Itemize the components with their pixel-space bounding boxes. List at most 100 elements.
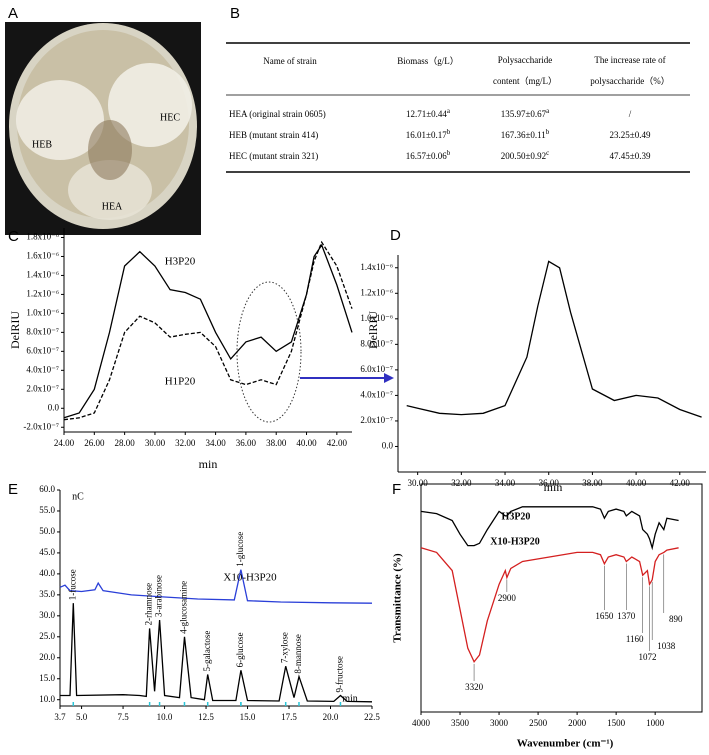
y-tick-label: 2.0x10⁻⁷: [360, 415, 393, 425]
cell-value: 12.71±0.44: [406, 109, 447, 119]
peak-label: 1650: [595, 611, 614, 621]
colony: [108, 63, 192, 147]
y-tick-label: -2.0x10⁻⁷: [23, 421, 59, 431]
cell-value: 167.36±0.11: [501, 130, 546, 140]
peak-label: 2-rhamnose: [144, 583, 154, 626]
y-tick-label: 1.8x10⁻⁶: [26, 232, 59, 242]
series-line: [63, 240, 353, 421]
y-tick-label: 30.0: [39, 610, 55, 620]
x-tick-label: 2000: [568, 718, 587, 728]
y-tick-label: 20.0: [39, 652, 55, 662]
x-tick-label: 15.0: [240, 712, 256, 722]
table-cell: HEB (mutant strain 414): [229, 130, 318, 140]
colony: [68, 160, 152, 220]
series-line: [60, 603, 373, 703]
panel-label: B: [230, 5, 240, 22]
y-tick-label: 1.0x10⁻⁶: [26, 307, 59, 317]
x-tick-label: 28.00: [115, 438, 136, 448]
cell-superscript: c: [546, 149, 549, 157]
panel-label: F: [392, 481, 401, 498]
y-tick-label: 8.0x10⁻⁷: [360, 338, 393, 348]
table-cell: /: [629, 109, 632, 119]
cell-value: 135.97±0.67: [501, 109, 547, 119]
cell-superscript: b: [447, 128, 451, 136]
photo-label: HEA: [102, 201, 123, 212]
peak-label: 8-mannose: [293, 634, 303, 674]
y-tick-label: 4.0x10⁻⁷: [26, 364, 59, 374]
series-line: [420, 506, 679, 551]
series-line: [63, 243, 353, 419]
photo-label: HEC: [160, 112, 180, 123]
series-line: [59, 569, 373, 604]
x-tick-label: 42.00: [670, 478, 691, 488]
y-axis-label: nC: [72, 491, 84, 502]
table-cell: HEA (original strain 0605): [229, 109, 326, 119]
peak-label: 1072: [639, 652, 657, 662]
y-tick-label: 35.0: [39, 589, 55, 599]
y-tick-label: 1.4x10⁻⁶: [26, 270, 59, 280]
peak-label: 6-glucose: [235, 632, 245, 667]
table-cell: 135.97±0.67a: [501, 107, 550, 119]
x-tick-label: 7.5: [117, 712, 129, 722]
x-tick-label: 3500: [451, 718, 470, 728]
y-tick-label: 2.0x10⁻⁷: [26, 383, 59, 393]
table-cell: 16.57±0.06b: [406, 149, 451, 161]
x-tick-label: 24.00: [54, 438, 75, 448]
cell-value: 16.01±0.17: [406, 130, 447, 140]
table-header: The increase rate of: [594, 55, 665, 65]
y-tick-label: 8.0x10⁻⁷: [26, 326, 59, 336]
panel-label: E: [8, 481, 18, 498]
x-tick-label: 32.00: [451, 478, 472, 488]
x-tick-label: 40.00: [296, 438, 317, 448]
photo-label: HEB: [32, 139, 52, 150]
peak-label: 1-fucose: [67, 569, 77, 600]
x-tick-label: 3.7: [54, 712, 66, 722]
table-cell: 16.01±0.17b: [406, 128, 451, 140]
x-tick-label: 38.00: [582, 478, 603, 488]
cell-superscript: a: [546, 107, 550, 115]
table-header: Polysaccharide: [498, 55, 552, 65]
y-axis-label: Transmittance (%): [392, 553, 404, 643]
medium-center: [88, 120, 132, 180]
y-tick-label: 0.0: [382, 441, 394, 451]
y-tick-label: 1.2x10⁻⁶: [26, 288, 59, 298]
series-line: [406, 260, 702, 418]
plot-frame: [420, 483, 703, 713]
x-tick-label: 2500: [529, 718, 548, 728]
x-tick-label: 30.00: [408, 478, 429, 488]
x-tick-label: 10.0: [157, 712, 173, 722]
series-label: H1P20: [165, 376, 196, 388]
x-tick-label: 30.00: [145, 438, 166, 448]
y-tick-label: 4.0x10⁻⁷: [360, 389, 393, 399]
peak-label: 890: [669, 614, 683, 624]
x-tick-label: 36.00: [236, 438, 257, 448]
y-tick-label: 0.0: [48, 402, 60, 412]
peak-label: 9-fructose: [335, 656, 345, 692]
table-header: Biomass（g/L）: [397, 56, 459, 66]
table-cell: 23.25±0.49: [610, 130, 651, 140]
peak-label: 3320: [465, 682, 484, 692]
series-line: [420, 547, 679, 664]
x-axis-label: min: [544, 480, 563, 494]
panel-label: D: [390, 227, 401, 244]
y-tick-label: 6.0x10⁻⁷: [360, 364, 393, 374]
y-axis-label: DelRIU: [8, 311, 22, 349]
peak-label: 4-glucosamine: [179, 581, 189, 634]
x-tick-label: 36.00: [539, 478, 560, 488]
peak-label: 7-xylose: [280, 632, 290, 663]
x-axis-label: min: [199, 457, 218, 471]
table-header: polysaccharide（%）: [590, 76, 669, 86]
x-tick-label: 34.00: [205, 438, 226, 448]
x-tick-label: 12.5: [198, 712, 214, 722]
x-tick-label: 32.00: [175, 438, 196, 448]
y-tick-label: 1.0x10⁻⁶: [360, 313, 393, 323]
y-tick-label: 60.0: [39, 484, 55, 494]
y-tick-label: 1.2x10⁻⁶: [360, 287, 393, 297]
y-tick-label: 45.0: [39, 547, 55, 557]
x-tick-label: 20.0: [323, 712, 339, 722]
x-tick-label: 34.00: [495, 478, 516, 488]
x-tick-label: 1000: [646, 718, 665, 728]
y-tick-label: 10.0: [39, 694, 55, 704]
y-tick-label: 40.0: [39, 568, 55, 578]
cell-value: 200.50±0.92: [501, 151, 546, 161]
